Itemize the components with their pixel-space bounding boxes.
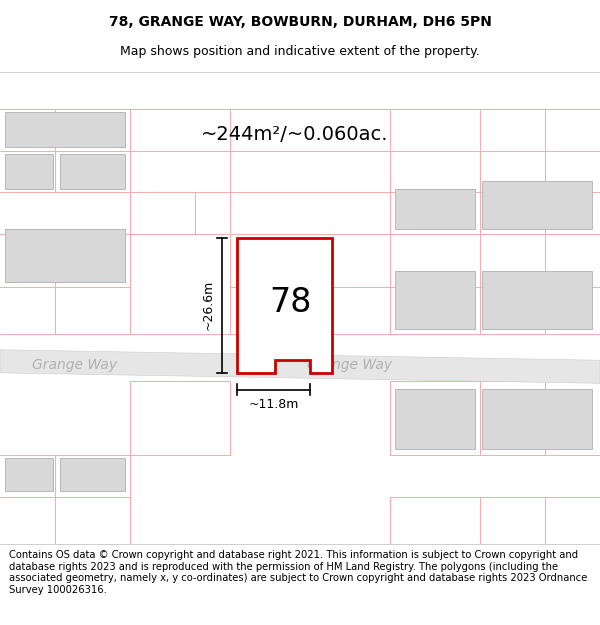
Text: 78: 78 <box>269 286 311 319</box>
Text: Grange Way: Grange Way <box>32 359 118 372</box>
Text: Map shows position and indicative extent of the property.: Map shows position and indicative extent… <box>120 45 480 58</box>
Polygon shape <box>0 350 600 383</box>
Bar <box>395 389 475 449</box>
Bar <box>60 458 125 491</box>
Bar <box>482 181 592 229</box>
Bar <box>395 189 475 229</box>
Bar <box>482 389 592 449</box>
Polygon shape <box>237 238 332 373</box>
Bar <box>482 271 592 329</box>
Bar <box>395 271 475 329</box>
Text: 78, GRANGE WAY, BOWBURN, DURHAM, DH6 5PN: 78, GRANGE WAY, BOWBURN, DURHAM, DH6 5PN <box>109 14 491 29</box>
Bar <box>5 229 125 282</box>
Bar <box>5 112 125 148</box>
Text: ~11.8m: ~11.8m <box>248 398 299 411</box>
Text: ~26.6m: ~26.6m <box>202 280 215 331</box>
Bar <box>60 154 125 189</box>
Text: Grange Way: Grange Way <box>307 359 392 372</box>
Bar <box>5 154 53 189</box>
Bar <box>5 458 53 491</box>
Text: ~244m²/~0.060ac.: ~244m²/~0.060ac. <box>201 125 389 144</box>
Text: Contains OS data © Crown copyright and database right 2021. This information is : Contains OS data © Crown copyright and d… <box>9 550 587 595</box>
